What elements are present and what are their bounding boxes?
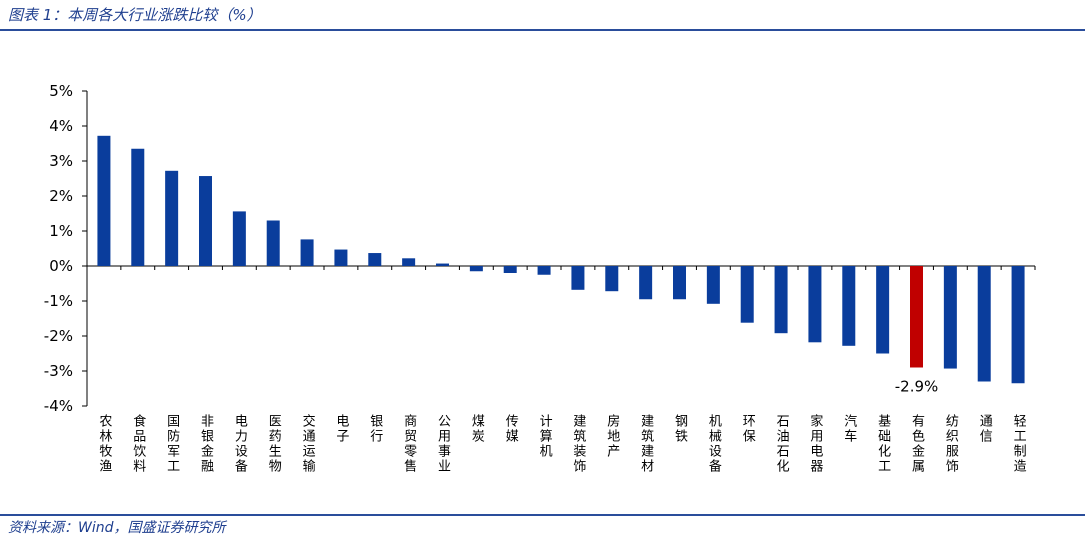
y-tick-label: 2%	[49, 187, 73, 205]
x-tick-label: 建筑建材	[638, 414, 654, 474]
chart-labels: 农林牧渔 食品饮料 国防军工 非银金融 电力设备 医药生物 交通运输 电子 银行 商贸零售 公用事业…	[96, 378, 1026, 475]
x-tick-label: 非银金融	[198, 414, 214, 474]
bar	[639, 266, 653, 300]
x-tick-label: 机械设备	[706, 414, 722, 474]
x-tick-label: 银行	[367, 414, 383, 444]
bar	[131, 148, 145, 266]
chart-caption: 图表 1：本周各大行业涨跌比较（%）	[8, 6, 262, 24]
top-rule	[0, 29, 1085, 31]
x-tick-label: 国防军工	[164, 414, 180, 474]
bar	[537, 266, 551, 275]
x-tick-label: 基础化工	[875, 414, 891, 474]
y-tick-label: 0%	[49, 257, 73, 275]
y-tick-label: -3%	[44, 362, 73, 380]
y-tick-label: 1%	[49, 222, 73, 240]
bar	[165, 170, 179, 266]
y-tick-label: 4%	[49, 117, 73, 135]
bar	[740, 266, 754, 323]
x-tick-label: 汽车	[841, 414, 857, 444]
bar	[232, 211, 246, 266]
bar	[368, 253, 382, 266]
bar	[842, 266, 856, 346]
bar	[808, 266, 822, 343]
bar	[199, 176, 212, 266]
bar	[706, 266, 720, 304]
y-tick-label: -2%	[44, 327, 73, 345]
x-tick-label: 商贸零售	[401, 414, 417, 474]
x-tick-label: 通信	[977, 414, 993, 444]
bar	[910, 266, 923, 368]
bar	[334, 249, 348, 266]
y-tick-label: 5%	[49, 82, 73, 100]
bar	[977, 266, 991, 382]
chart-bars	[97, 135, 1025, 384]
data-label: -2.9%	[895, 378, 939, 396]
x-tick-label: 医药生物	[266, 414, 282, 474]
x-tick-label: 有色金属	[909, 414, 925, 474]
bar	[469, 266, 483, 272]
x-tick-label: 计算机	[537, 414, 553, 459]
x-tick-label: 家用电器	[807, 413, 823, 474]
x-tick-label: 食品饮料	[130, 413, 146, 474]
y-tick-label: -4%	[44, 397, 73, 415]
x-tick-label: 建筑装饰	[570, 414, 586, 474]
x-tick-label: 煤炭	[469, 414, 485, 444]
x-tick-label: 电力设备	[232, 414, 248, 474]
x-tick-label: 公用事业	[435, 414, 451, 474]
bar	[266, 220, 280, 266]
x-tick-label: 电子	[333, 414, 349, 444]
chart-axes: 5% 4% 3% 2% 1% 0% -1% -2% -3% -4%	[44, 82, 1036, 415]
x-tick-label: 农林牧渔	[96, 414, 112, 474]
bar	[774, 266, 788, 334]
y-tick-label: 3%	[49, 152, 73, 170]
bar	[876, 266, 890, 354]
x-tick-label: 轻工制造	[1011, 414, 1027, 474]
source-note: 资料来源：Wind，国盛证券研究所	[8, 520, 226, 536]
bar	[402, 258, 416, 266]
x-tick-label: 交通运输	[300, 413, 316, 474]
bar	[605, 266, 619, 292]
bottom-rule	[0, 514, 1085, 516]
y-tick-label: -1%	[44, 292, 73, 310]
bar	[503, 266, 517, 273]
bar	[571, 266, 585, 290]
bar	[97, 135, 111, 266]
bar	[1011, 266, 1025, 384]
bar	[673, 266, 686, 300]
x-tick-label: 石油石化	[774, 414, 790, 474]
bar	[436, 263, 449, 266]
x-tick-label: 环保	[740, 414, 756, 444]
x-tick-label: 纺织服饰	[943, 414, 959, 474]
x-tick-label: 传媒	[503, 414, 519, 444]
x-tick-label: 钢铁	[672, 414, 688, 444]
x-tick-label: 房地产	[604, 413, 620, 459]
bar	[300, 239, 314, 266]
bar	[943, 266, 957, 369]
